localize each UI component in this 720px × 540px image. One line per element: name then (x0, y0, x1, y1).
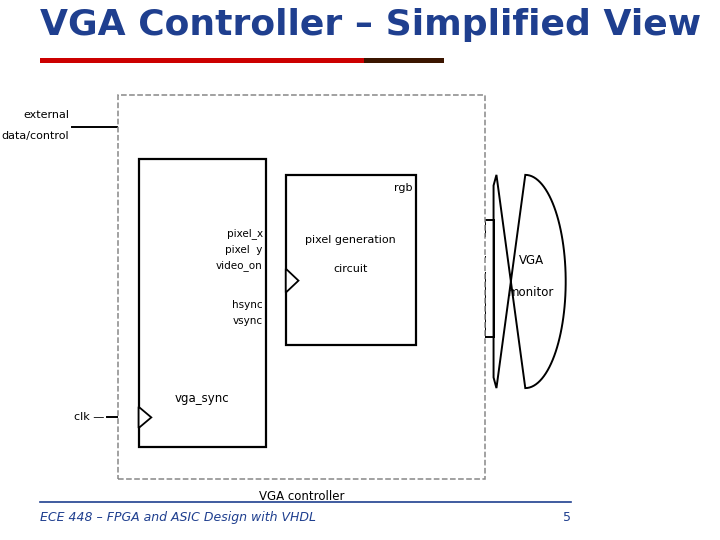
Text: circuit: circuit (333, 264, 368, 274)
Text: pixel generation: pixel generation (305, 235, 396, 245)
Text: VGA: VGA (518, 254, 544, 267)
Text: video_on: video_on (216, 260, 263, 271)
Text: 5: 5 (564, 511, 572, 524)
Text: vga_sync: vga_sync (175, 392, 230, 405)
Text: VGA Controller – Simplified View: VGA Controller – Simplified View (40, 8, 701, 42)
Text: monitor: monitor (508, 286, 554, 299)
Bar (139, 159, 266, 447)
Text: rgb: rgb (395, 183, 413, 193)
Text: pixel_x: pixel_x (227, 228, 263, 239)
Bar (286, 175, 415, 346)
Text: clk —: clk — (73, 413, 104, 422)
Text: VGA controller: VGA controller (259, 490, 344, 503)
Polygon shape (286, 268, 299, 293)
Text: pixel  y: pixel y (225, 245, 263, 254)
FancyBboxPatch shape (40, 58, 364, 63)
Text: external: external (23, 110, 69, 120)
Polygon shape (139, 407, 151, 428)
Bar (118, 95, 485, 478)
Text: ECE 448 – FPGA and ASIC Design with VHDL: ECE 448 – FPGA and ASIC Design with VHDL (40, 511, 317, 524)
Text: vsync: vsync (233, 316, 263, 327)
Text: data/control: data/control (1, 132, 69, 141)
Text: hsync: hsync (232, 300, 263, 310)
FancyBboxPatch shape (364, 58, 444, 63)
